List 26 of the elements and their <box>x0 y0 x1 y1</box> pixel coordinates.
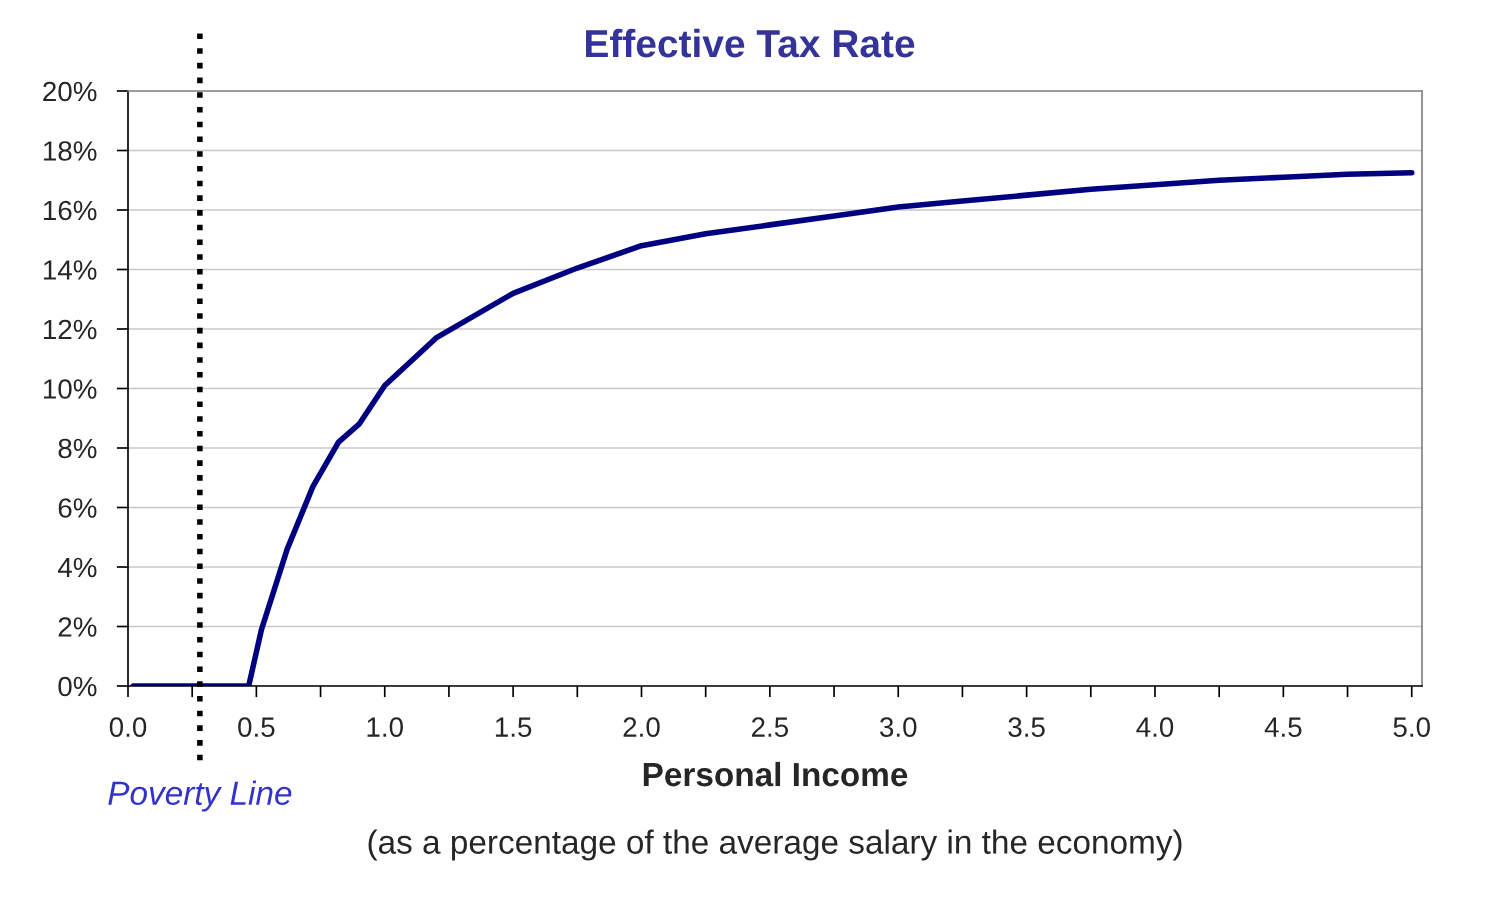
y-tick-label: 6% <box>58 498 97 518</box>
y-tick-label: 20% <box>43 81 97 102</box>
x-tick-label: 1.5 <box>495 717 532 737</box>
y-tick-label: 16% <box>43 200 97 221</box>
x-tick-label: 2.0 <box>623 717 660 737</box>
y-tick-label: 10% <box>43 379 97 399</box>
y-tick-label: 12% <box>43 319 97 340</box>
y-tick-label: 0% <box>58 676 97 697</box>
y-tick-label: 4% <box>57 557 97 578</box>
y-tick-label: 14% <box>43 260 97 280</box>
x-tick-label: 4.5 <box>1264 717 1302 737</box>
ref-line-label: Poverty Line <box>108 780 292 812</box>
y-tick-label: 8% <box>58 438 97 459</box>
x-tick-label: 4.0 <box>1136 717 1174 737</box>
text: (as a percentage of the average salary in the economy) <box>368 829 1182 861</box>
x-tick-label: 5.0 <box>1393 717 1430 737</box>
x-tick-label: 2.5 <box>751 717 789 737</box>
x-tick-label: 0.0 <box>109 717 147 737</box>
x-tick-label: 3.5 <box>1008 717 1045 737</box>
y-tick-label: 18% <box>43 141 97 161</box>
chart-title: Effective Tax Rate <box>586 28 915 58</box>
y-tick-label: 2% <box>58 617 97 637</box>
x-tick-label: 1.0 <box>367 717 403 737</box>
x-tick-label: 3.0 <box>879 717 917 737</box>
x-tick-label: 0.5 <box>238 717 275 737</box>
x-axis-title: Personal Income <box>643 761 908 787</box>
